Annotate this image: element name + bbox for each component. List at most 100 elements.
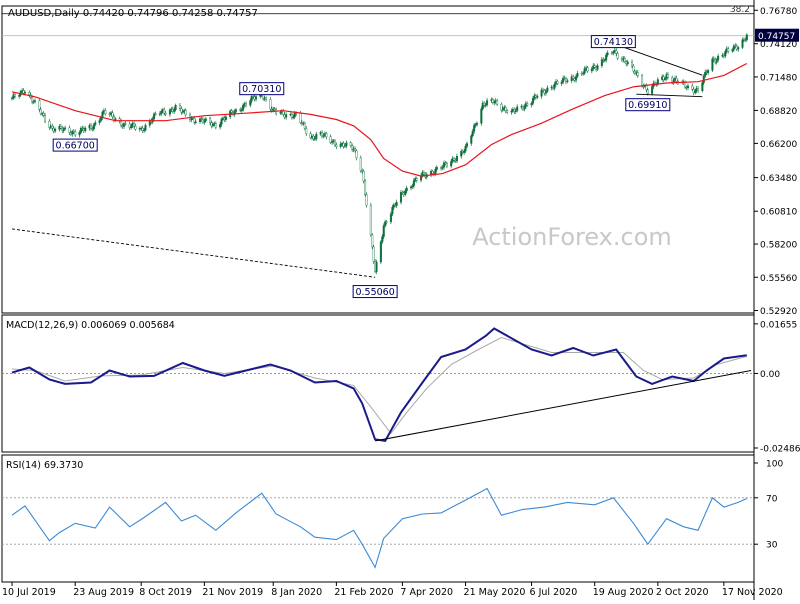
candle-body bbox=[214, 123, 217, 128]
candle-body bbox=[516, 106, 519, 111]
candle-body bbox=[405, 187, 408, 192]
x-tick-label: 21 Nov 2019 bbox=[202, 587, 263, 598]
candle-body bbox=[441, 166, 444, 169]
candle-body bbox=[244, 103, 247, 106]
candle-body bbox=[178, 105, 181, 110]
candle-body bbox=[39, 109, 42, 114]
candle-body bbox=[79, 127, 82, 133]
candle-body bbox=[514, 110, 517, 112]
candle-body bbox=[476, 123, 479, 125]
candle-body bbox=[181, 111, 184, 113]
price-annotation-label: 0.69910 bbox=[628, 100, 667, 111]
candle-body bbox=[252, 96, 255, 98]
candle-body bbox=[312, 135, 315, 140]
price-y-tick-label: 0.74120 bbox=[760, 40, 797, 50]
candle-body bbox=[616, 53, 619, 59]
candle-body bbox=[412, 180, 415, 187]
candle-body bbox=[240, 109, 243, 112]
candle-body bbox=[211, 123, 214, 127]
candle-body bbox=[422, 172, 425, 175]
price-annotation-label: 0.66700 bbox=[56, 141, 95, 152]
candle-body bbox=[381, 236, 384, 243]
candle-body bbox=[42, 113, 45, 116]
candle-body bbox=[724, 51, 727, 57]
candle-body bbox=[504, 107, 507, 112]
candle-body bbox=[385, 221, 388, 223]
price-panel-frame bbox=[1, 5, 755, 314]
rsi-y-tick-label: 70 bbox=[766, 494, 778, 504]
candle-body bbox=[493, 101, 496, 104]
candle-body bbox=[506, 110, 509, 113]
candle-body bbox=[704, 71, 707, 77]
candle-body bbox=[54, 128, 57, 132]
price-y-tick-label: 0.55560 bbox=[760, 274, 797, 284]
candle-body bbox=[305, 128, 308, 134]
candle-body bbox=[731, 49, 734, 52]
candle-body bbox=[153, 113, 156, 119]
candle-body bbox=[410, 186, 413, 189]
candle-body bbox=[44, 115, 47, 122]
candle-body bbox=[399, 192, 402, 203]
x-tick-label: 23 Aug 2019 bbox=[73, 587, 134, 598]
candle-body bbox=[384, 221, 387, 227]
candle-body bbox=[603, 59, 606, 62]
candle-body bbox=[81, 127, 84, 130]
candle-body bbox=[290, 114, 293, 118]
candle-body bbox=[242, 105, 245, 111]
candle-body bbox=[94, 122, 97, 125]
macd-title: MACD(12,26,9) 0.006069 0.005684 bbox=[6, 320, 175, 331]
candle-body bbox=[684, 82, 687, 88]
candle-body bbox=[389, 213, 392, 223]
candle-body bbox=[510, 110, 513, 113]
candle-body bbox=[364, 180, 367, 195]
candle-body bbox=[22, 90, 25, 94]
candle-body bbox=[203, 120, 206, 123]
candle-body bbox=[711, 58, 714, 71]
candle-body bbox=[282, 110, 285, 115]
candle-body bbox=[234, 109, 237, 112]
x-tick-label: 21 May 2020 bbox=[464, 587, 526, 598]
candle-body bbox=[168, 109, 171, 115]
price-y-tick-label: 0.52920 bbox=[760, 307, 797, 317]
candle-body bbox=[453, 158, 456, 161]
candle-body bbox=[354, 148, 357, 152]
candle-body bbox=[717, 55, 720, 61]
candle-body bbox=[133, 123, 136, 127]
candle-body bbox=[34, 100, 37, 102]
candle-body bbox=[293, 112, 296, 118]
candle-body bbox=[292, 116, 295, 118]
candle-body bbox=[701, 82, 704, 91]
candle-body bbox=[605, 54, 608, 61]
candle-body bbox=[230, 110, 233, 113]
price-y-tick-label: 0.60810 bbox=[760, 208, 797, 218]
x-tick-label: 8 Jan 2020 bbox=[271, 587, 322, 598]
price-y-tick-label: 0.76780 bbox=[760, 7, 797, 17]
candle-body bbox=[481, 102, 484, 110]
candle-body bbox=[491, 99, 494, 104]
candle-body bbox=[474, 124, 477, 126]
candle-body bbox=[496, 100, 499, 105]
price-annotation-box bbox=[52, 138, 98, 152]
candle-body bbox=[351, 145, 354, 150]
candle-body bbox=[556, 81, 559, 84]
candle-body bbox=[590, 68, 593, 72]
candle-body bbox=[365, 194, 368, 206]
candle-body bbox=[641, 75, 644, 86]
candle-body bbox=[163, 109, 166, 114]
candle-body bbox=[415, 178, 418, 181]
candle-body bbox=[664, 78, 667, 80]
candle-body bbox=[463, 150, 466, 153]
x-tick-label: 6 Jul 2020 bbox=[530, 587, 578, 598]
candle-body bbox=[71, 131, 74, 135]
price-trendline bbox=[613, 43, 703, 76]
candle-body bbox=[303, 123, 306, 129]
candle-body bbox=[391, 207, 394, 215]
candle-body bbox=[273, 108, 276, 111]
candle-body bbox=[372, 246, 375, 262]
x-tick-label: 8 Oct 2019 bbox=[139, 587, 192, 598]
candle-body bbox=[431, 171, 434, 174]
x-tick-label: 17 Nov 2020 bbox=[722, 587, 783, 598]
rsi-panel-frame bbox=[1, 454, 755, 583]
candle-body bbox=[369, 204, 372, 236]
candle-body bbox=[359, 157, 362, 172]
